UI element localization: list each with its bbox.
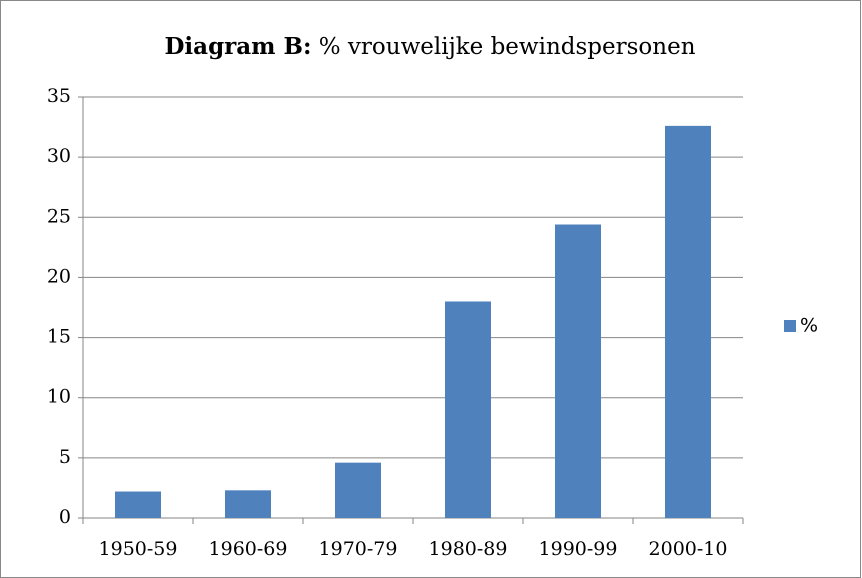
y-tick-label: 15	[47, 326, 71, 348]
title-rest: % vrouwelijke bewindspersonen	[319, 34, 696, 60]
x-tick-label: 1980-89	[429, 538, 508, 560]
legend-label: %	[800, 315, 818, 337]
y-tick-label: 30	[47, 145, 71, 167]
bar	[555, 224, 601, 518]
bar	[225, 490, 271, 518]
bar	[665, 125, 711, 519]
title-bold: Diagram B:	[164, 33, 311, 60]
x-tick-label: 1950-59	[99, 538, 178, 560]
y-tick-label: 35	[47, 85, 71, 107]
bar	[335, 462, 381, 518]
x-tick-label: 1960-69	[209, 538, 288, 560]
chart-title: Diagram B: % vrouwelijke bewindspersonen	[164, 33, 695, 60]
bar	[445, 301, 491, 518]
y-tick-label: 5	[59, 446, 71, 468]
x-tick-label: 1970-79	[319, 538, 398, 560]
y-tick-label: 20	[47, 265, 71, 287]
y-tick-label: 0	[59, 506, 71, 528]
legend-swatch	[784, 320, 796, 332]
x-tick-label: 2000-10	[649, 538, 728, 560]
x-tick-label: 1990-99	[539, 538, 618, 560]
y-tick-label: 10	[47, 386, 71, 408]
y-tick-label: 25	[47, 205, 71, 227]
bar	[115, 491, 161, 518]
